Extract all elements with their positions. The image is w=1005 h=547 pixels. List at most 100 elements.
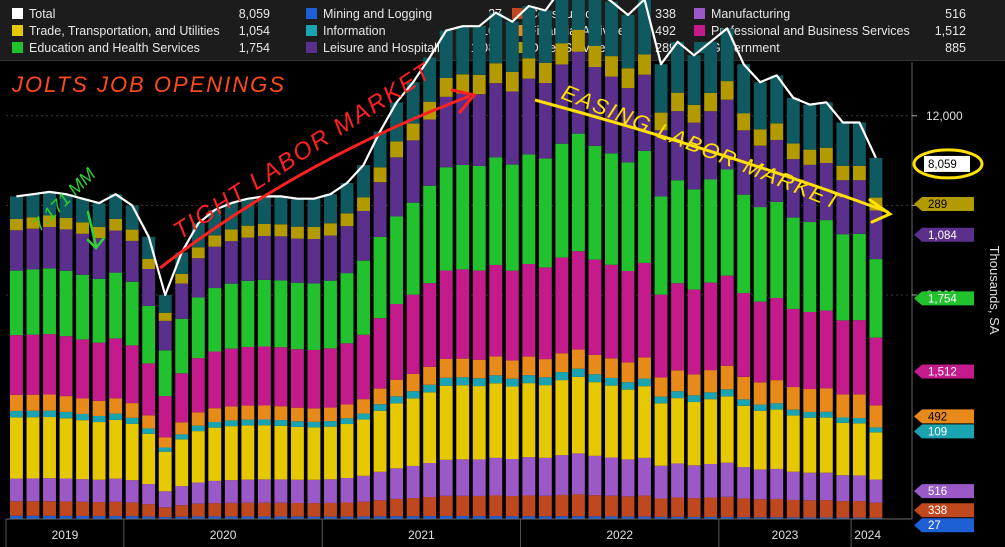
bar-segment-information [869, 427, 883, 433]
bar-segment-manufacturing [770, 468, 784, 499]
value-label-text: 109 [928, 426, 947, 438]
bar-segment-education [125, 281, 139, 346]
bar-segment-other [522, 58, 536, 79]
bar-segment-government [274, 196, 288, 225]
bar-segment-other [770, 123, 784, 140]
bar-segment-information [307, 421, 321, 428]
bar-43 [704, 41, 718, 519]
legend-swatch [306, 8, 317, 19]
bar-segment-information [836, 417, 850, 423]
bar-segment-government [505, 21, 519, 72]
bar-segment-leisure [340, 226, 354, 274]
bar-segment-trade [224, 426, 238, 481]
bar-14 [224, 203, 238, 519]
value-label-text: 1,512 [928, 367, 957, 379]
bar-segment-mining [274, 516, 288, 519]
total-highlight-circle [912, 148, 984, 180]
bar-segment-education [92, 278, 106, 343]
bar-segment-mining [92, 516, 106, 519]
bar-segment-mining [191, 516, 205, 519]
bar-segment-other [43, 215, 56, 228]
bar-segment-other [390, 141, 404, 158]
bar-segment-financial [671, 370, 685, 392]
bar-segment-professional [456, 269, 470, 359]
bar-segment-mining [555, 516, 569, 519]
bar-segment-education [307, 283, 321, 350]
legend-swatch [694, 42, 705, 53]
bar-24 [390, 102, 404, 519]
bar-segment-information [489, 375, 503, 384]
legend-item-professional: Professional and Business Services 1,512 [694, 22, 966, 39]
bar-segment-government [142, 236, 156, 259]
bar-segment-information [43, 410, 56, 418]
bar-segment-professional [357, 334, 370, 400]
bar-segment-information [125, 417, 139, 424]
bar-segment-manufacturing [472, 459, 486, 496]
bar-segment-construction [621, 496, 635, 517]
value-label-text: 27 [928, 520, 941, 532]
bar-segment-information [357, 413, 370, 420]
bar-segment-other [456, 74, 470, 94]
bar-segment-education [340, 273, 354, 344]
bar-segment-trade [208, 427, 222, 481]
bar-segment-trade [109, 419, 123, 479]
bar-segment-other [638, 54, 651, 75]
bar-segment-manufacturing [638, 457, 651, 496]
bar-segment-trade [257, 425, 271, 480]
bar-segment-mining [803, 517, 817, 519]
bar-segment-education [224, 283, 238, 349]
bar-segment-leisure [555, 64, 569, 144]
bar-segment-professional [538, 267, 552, 360]
bar-segment-financial [753, 382, 767, 405]
bar-segment-government [803, 104, 817, 150]
bar-segment-education [423, 185, 437, 284]
bar-segment-mining [257, 516, 271, 519]
bar-segment-education [538, 158, 552, 268]
bar-segment-other [76, 222, 89, 234]
bar-segment-leisure [439, 96, 453, 168]
bar-segment-manufacturing [158, 491, 172, 508]
bar-segment-construction [803, 500, 817, 518]
bar-segment-manufacturing [324, 479, 337, 503]
bar-segment-financial [324, 407, 337, 422]
value-label-box [914, 197, 974, 212]
bar-segment-financial [390, 379, 404, 397]
x-tick-label: 2021 [408, 528, 435, 542]
bar-segment-government [10, 196, 23, 219]
bar-segment-information [92, 415, 106, 423]
legend-item-total: Total 8,059 [12, 5, 270, 22]
bar-segment-other [26, 217, 40, 229]
bar-segment-information [224, 420, 238, 427]
bar-segment-manufacturing [621, 459, 635, 497]
bar-segment-construction [522, 495, 536, 517]
bar-31 [505, 21, 519, 519]
bar-segment-mining [307, 516, 321, 519]
bar-segment-construction [406, 498, 420, 517]
bar-segment-other [819, 147, 833, 163]
bar-segment-construction [836, 501, 850, 518]
bar-39 [638, 0, 651, 519]
bar-segment-leisure [505, 91, 519, 165]
bar-segment-education [158, 350, 172, 397]
bar-segment-manufacturing [357, 475, 370, 502]
bar-segment-other [505, 71, 519, 92]
bar-segment-professional [654, 294, 668, 378]
bar-10 [158, 294, 172, 519]
bar-13 [208, 209, 222, 519]
bar-segment-manufacturing [224, 480, 238, 503]
bar-segment-other [687, 104, 701, 123]
bar-segment-manufacturing [803, 472, 817, 501]
bar-segment-government [555, 0, 569, 44]
bar-segment-other [175, 273, 189, 284]
bar-segment-mining [869, 517, 883, 519]
bar-segment-education [638, 150, 651, 263]
bar-segment-financial [571, 349, 585, 369]
bar-segment-manufacturing [819, 472, 833, 501]
bar-segment-construction [43, 501, 56, 516]
bar-segment-construction [737, 498, 751, 518]
bar-segment-professional [621, 270, 635, 363]
bar-15 [241, 198, 255, 519]
bar-segment-manufacturing [373, 471, 387, 501]
bar-segment-financial [125, 403, 139, 418]
bar-segment-leisure [819, 162, 833, 221]
